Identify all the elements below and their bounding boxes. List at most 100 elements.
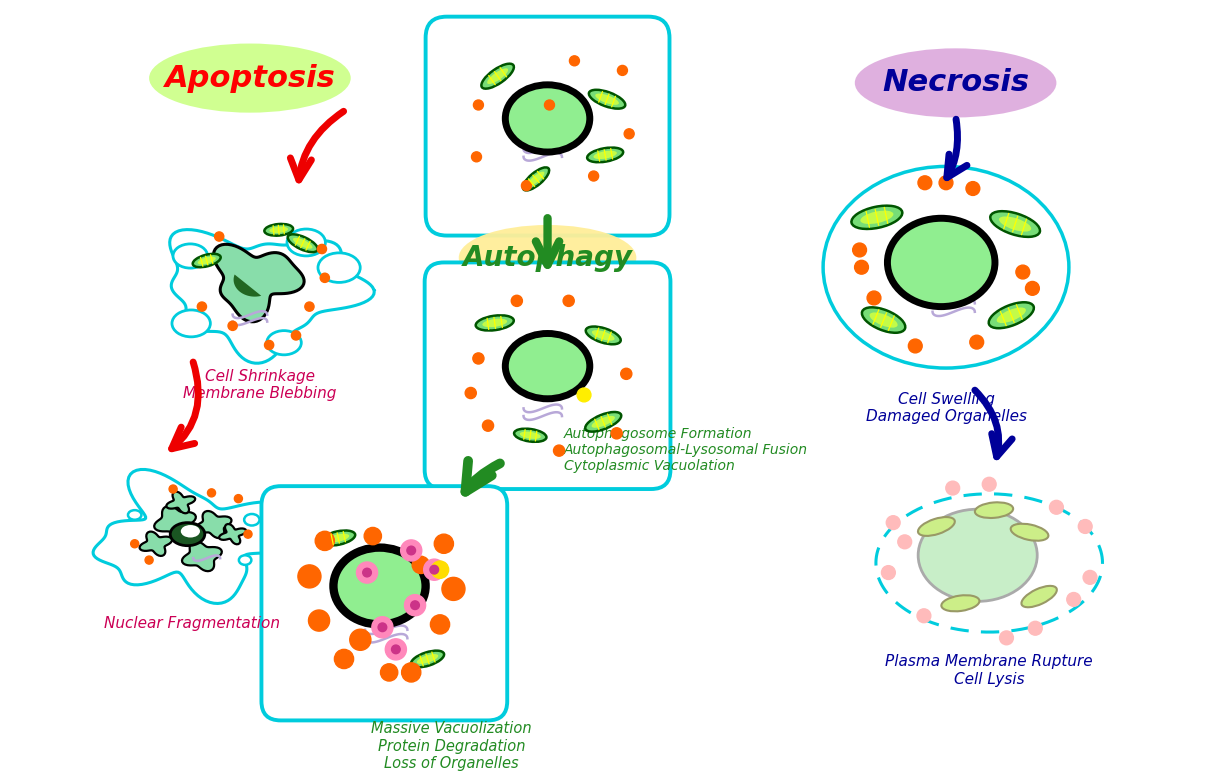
Circle shape [882, 565, 895, 579]
Ellipse shape [505, 333, 590, 399]
Circle shape [482, 420, 493, 431]
Ellipse shape [328, 533, 350, 542]
Circle shape [350, 630, 371, 651]
Ellipse shape [888, 218, 995, 307]
Text: Autophagosome Formation
Autophagosomal-Lysosomal Fusion
Cytoplasmic Vacuolation: Autophagosome Formation Autophagosomal-L… [564, 427, 808, 473]
Ellipse shape [287, 229, 325, 256]
Circle shape [357, 562, 378, 583]
Text: Cell Swelling
Damaged Organelles: Cell Swelling Damaged Organelles [866, 392, 1027, 425]
Circle shape [435, 534, 453, 554]
Ellipse shape [989, 303, 1034, 328]
Ellipse shape [592, 330, 615, 341]
Ellipse shape [862, 307, 905, 333]
Ellipse shape [996, 307, 1026, 323]
Circle shape [424, 559, 445, 580]
Ellipse shape [322, 530, 356, 546]
Ellipse shape [173, 244, 207, 268]
Text: Autophagy: Autophagy [463, 244, 632, 271]
Circle shape [898, 535, 911, 549]
Ellipse shape [942, 595, 979, 612]
Circle shape [407, 546, 415, 554]
Circle shape [618, 66, 627, 75]
Ellipse shape [171, 522, 205, 546]
Text: Massive Vacuolization
Protein Degradation
Loss of Organelles: Massive Vacuolization Protein Degradatio… [371, 721, 532, 771]
Circle shape [404, 594, 425, 615]
Circle shape [867, 291, 881, 305]
Circle shape [624, 129, 635, 138]
Circle shape [512, 296, 523, 307]
Polygon shape [93, 469, 313, 604]
Circle shape [939, 176, 952, 190]
Ellipse shape [1022, 586, 1057, 608]
Polygon shape [155, 506, 196, 537]
Circle shape [228, 321, 238, 331]
Ellipse shape [596, 94, 619, 105]
Circle shape [304, 302, 314, 311]
Ellipse shape [287, 235, 318, 252]
Circle shape [207, 489, 216, 497]
Circle shape [410, 601, 419, 609]
Ellipse shape [318, 253, 361, 282]
Ellipse shape [593, 151, 616, 159]
Text: Cell Shrinkage
Membrane Blebbing: Cell Shrinkage Membrane Blebbing [183, 369, 336, 401]
Circle shape [214, 232, 224, 241]
Polygon shape [213, 244, 304, 321]
Ellipse shape [918, 517, 955, 536]
FancyBboxPatch shape [425, 263, 670, 489]
Circle shape [320, 273, 329, 282]
Circle shape [917, 609, 931, 622]
Circle shape [1000, 631, 1013, 645]
Circle shape [244, 530, 252, 538]
Ellipse shape [239, 555, 251, 565]
Ellipse shape [918, 509, 1038, 601]
Circle shape [378, 623, 387, 632]
Circle shape [966, 181, 979, 196]
Ellipse shape [588, 90, 625, 109]
Circle shape [1016, 265, 1029, 279]
Circle shape [430, 565, 438, 574]
Circle shape [391, 645, 401, 654]
Ellipse shape [1011, 524, 1049, 540]
Ellipse shape [523, 167, 549, 191]
Circle shape [315, 531, 335, 551]
Polygon shape [167, 492, 195, 513]
Circle shape [588, 171, 598, 181]
Circle shape [887, 515, 900, 529]
Circle shape [1078, 519, 1093, 533]
Polygon shape [195, 511, 231, 538]
Circle shape [1026, 282, 1039, 296]
Ellipse shape [855, 48, 1056, 117]
Ellipse shape [505, 84, 590, 152]
Circle shape [563, 296, 574, 307]
Circle shape [471, 152, 481, 162]
Ellipse shape [334, 547, 425, 624]
Circle shape [909, 339, 922, 353]
Ellipse shape [481, 63, 514, 88]
Circle shape [335, 649, 353, 669]
Ellipse shape [860, 210, 893, 224]
Ellipse shape [267, 331, 301, 355]
Circle shape [442, 577, 465, 601]
Circle shape [380, 664, 398, 681]
Circle shape [401, 540, 421, 561]
Ellipse shape [476, 315, 514, 331]
Circle shape [308, 610, 330, 631]
Ellipse shape [999, 217, 1032, 231]
Polygon shape [219, 524, 246, 544]
Circle shape [521, 181, 531, 191]
Ellipse shape [172, 310, 211, 337]
Circle shape [577, 388, 591, 402]
Ellipse shape [870, 313, 898, 328]
Ellipse shape [823, 167, 1069, 368]
Circle shape [473, 353, 484, 364]
Circle shape [611, 428, 622, 439]
Circle shape [412, 556, 430, 573]
Circle shape [264, 340, 274, 350]
Ellipse shape [128, 510, 141, 520]
Circle shape [1028, 622, 1043, 635]
Ellipse shape [410, 651, 445, 667]
Circle shape [371, 617, 393, 638]
Circle shape [298, 565, 322, 588]
Circle shape [169, 485, 177, 493]
Circle shape [621, 368, 632, 379]
